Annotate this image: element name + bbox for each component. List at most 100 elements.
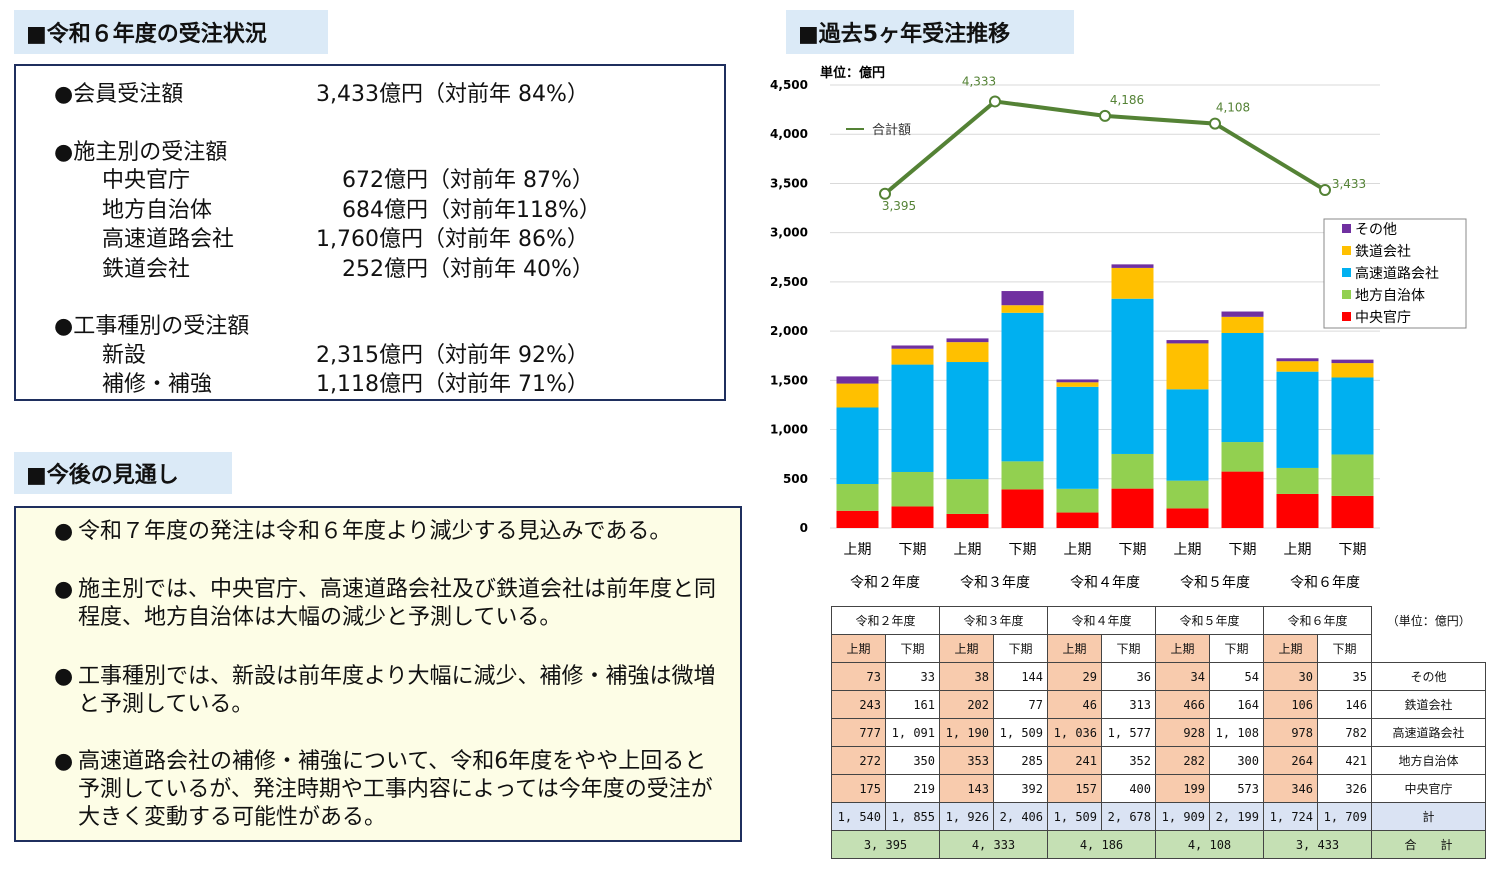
table-total-cell: 4, 186 [1047,830,1156,859]
bar-segment [1111,488,1154,528]
bar-segment [1276,493,1319,528]
table-cell: 36 [1101,662,1156,691]
bar-segment [1166,508,1209,528]
table-cell: 400 [1101,774,1156,803]
outlook-paragraph: ● 施主別では、中央官庁、高速道路会社及び鉄道会社は前年度と同程度、地方自治体は… [54,576,724,632]
table-cell: 146 [1317,690,1372,719]
table-half-header: 下期 [1317,634,1372,663]
bar-segment [1331,454,1374,496]
client-label: 地方自治体 [102,198,213,223]
table-cell: 350 [885,746,940,775]
table-half-header: 下期 [1101,634,1156,663]
bar-segment [1111,453,1154,489]
y-tick-label: 4,500 [770,78,808,92]
table-cell: 29 [1047,662,1102,691]
bar-segment [1166,480,1209,509]
x-category-label: 上期 [954,542,982,558]
table-cell: 241 [1047,746,1102,775]
x-category-label: 下期 [1119,542,1147,558]
bullet: ● [54,519,74,544]
member-orders-value: 3,433億円（対前年 84%） [316,82,589,107]
table-half-header: 下期 [993,634,1048,663]
work-orders-heading: ●工事種別の受注額 [54,314,250,339]
table-empty-cell [1372,635,1486,663]
outlook-paragraph: ● 令和７年度の発注は令和６年度より減少する見込みである。 [54,518,724,546]
table-subtotal-label: 計 [1371,802,1486,831]
x-category-label: 上期 [1284,542,1312,558]
y-tick-label: 2,000 [770,324,808,338]
table-cell: 164 [1209,690,1264,719]
bar-segment [1221,311,1264,317]
bar-segment [1166,389,1209,481]
orders-summary-box: ●会員受注額 3,433億円（対前年 84%） ●施主別の受注額 中央官庁 67… [14,64,726,401]
table-cell: 392 [993,774,1048,803]
section-title-orders: ■令和６年度の受注状況 [14,10,328,54]
bar-segment [946,479,989,514]
table-half-header: 上期 [1155,634,1210,663]
bar-segment [1001,291,1044,306]
work-label: 新設 [102,343,147,368]
table-cell: 73 [831,662,886,691]
bar-segment [836,383,879,408]
legend-label: その他 [1355,222,1397,238]
table-cell: 1, 036 [1047,718,1102,747]
total-point [1209,117,1221,130]
bar-segment [1056,379,1099,383]
table-total-cell: 4, 108 [1155,830,1264,859]
table-cell: 573 [1209,774,1264,803]
table-row: 175 219 143 392 157 400 199 573 346 326 中央官庁 [831,774,1486,803]
client-label: 中央官庁 [102,168,191,193]
section-title-outlook: ■今後の見通し [14,452,232,494]
table-cell: 219 [885,774,940,803]
bar-segment [1001,461,1044,490]
table-half-header: 上期 [939,634,994,663]
work-label: 補修・補強 [102,372,213,397]
bar-segment [836,510,879,528]
table-cell: 157 [1047,774,1102,803]
table-year-header: 令和５年度 [1155,606,1264,635]
bar-segment [891,471,934,507]
bullet: ● [54,577,74,602]
bar-segment [1331,359,1374,364]
y-tick-label: 1,000 [770,423,808,437]
table-cell: 243 [831,690,886,719]
table-cell: 421 [1317,746,1372,775]
total-data-label: 3,433 [1332,177,1366,191]
y-tick-label: 2,500 [770,275,808,289]
y-tick-label: 4,000 [770,127,808,141]
bar-segment [891,506,934,528]
table-cell: 777 [831,718,886,747]
bar-segment [1331,377,1374,455]
table-row: 272 350 353 285 241 352 282 300 264 421 地方自治体 [831,746,1486,775]
table-subtotal-cell: 2, 199 [1209,802,1264,831]
table-subtotal-cell: 1, 855 [885,802,940,831]
bar-segment [1166,343,1209,390]
outlook-paragraph: ● 工事種別では、新設は前年度より大幅に減少、補修・補強は微増と予測している。 [54,663,724,719]
table-cell: 782 [1317,718,1372,747]
bar-segment [1166,340,1209,344]
section-title-trend: ■過去5ヶ年受注推移 [786,10,1074,54]
bar-segment [1056,488,1099,513]
bar-segment [1111,264,1154,268]
total-data-label: 4,333 [962,74,996,88]
client-value: 252億円（対前年 40%） [342,257,594,282]
bar-segment [1276,358,1319,362]
bullet: ● [54,664,74,689]
table-cell: 928 [1155,718,1210,747]
total-point [1099,109,1111,122]
y-tick-label: 1,500 [770,373,808,387]
table-subtotal-cell: 2, 678 [1101,802,1156,831]
bar-segment [836,407,879,484]
bar-segment [1331,495,1374,528]
table-cell: 46 [1047,690,1102,719]
legend-label: 中央官庁 [1355,310,1411,326]
table-cell: 161 [885,690,940,719]
table-cell: 313 [1101,690,1156,719]
table-cell: 300 [1209,746,1264,775]
bar-segment [891,364,934,472]
bar-segment [1111,298,1154,454]
work-value: 1,118億円（対前年 71%） [316,372,589,397]
bar-segment [891,345,934,349]
table-cell: 326 [1317,774,1372,803]
client-value: 684億円（対前年118%） [342,198,601,223]
